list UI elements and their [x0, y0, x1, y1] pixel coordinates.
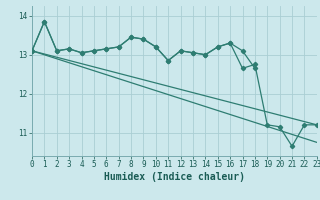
X-axis label: Humidex (Indice chaleur): Humidex (Indice chaleur) [104, 172, 245, 182]
